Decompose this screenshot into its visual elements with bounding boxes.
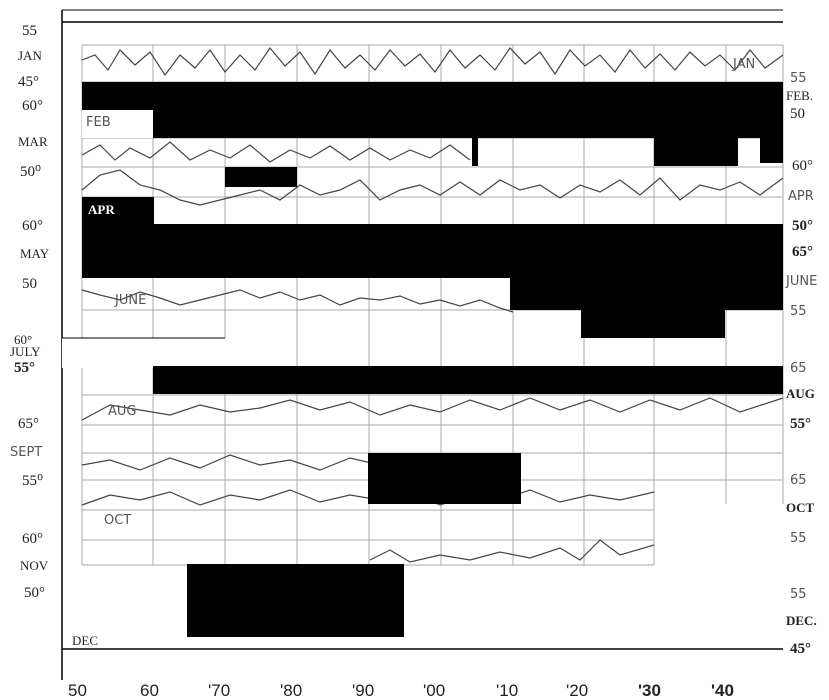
gap	[62, 338, 242, 368]
right-label: 50°	[792, 218, 813, 234]
right-labels: 55 FEB. 50 60° APR 50° 65° JUNE 55 65 AU…	[785, 71, 817, 657]
right-label: 55°	[790, 416, 811, 432]
left-labels: 55 JAN 45° 60° MAR 50⁰ 60° MAY 50 60° JU…	[10, 23, 98, 648]
left-label: 60°	[14, 332, 32, 347]
left-label: 55°	[14, 360, 35, 376]
panel-label: JAN	[732, 57, 755, 72]
right-label: 60°	[792, 158, 813, 174]
left-label: MAY	[20, 246, 50, 261]
x-tick-label: 50	[68, 681, 87, 700]
x-tick-label: '10	[496, 681, 518, 700]
left-label: 50°	[24, 585, 45, 601]
panel-labels: JAN FEB APR JUNE AUG OCT	[82, 57, 755, 528]
right-label: 50	[790, 106, 805, 122]
x-tick-label: '40	[711, 681, 734, 700]
right-label: AUG	[786, 386, 815, 401]
left-label: SEPT	[10, 445, 42, 460]
right-label: 55	[790, 71, 807, 86]
left-label: 65°	[18, 416, 39, 432]
panel-label: JUNE	[114, 293, 146, 308]
left-label: 50	[22, 276, 37, 292]
x-tick-label: '90	[352, 681, 374, 700]
redactions	[82, 82, 783, 637]
right-label: OCT	[786, 500, 815, 515]
right-label: 55	[790, 587, 807, 602]
x-tick-label: '80	[280, 681, 302, 700]
x-axis: 50 60 '70 '80 '90 '00 '10 '20 '30 '40	[68, 681, 734, 700]
panel-label: APR	[88, 202, 115, 217]
right-label: 55	[790, 304, 807, 319]
x-tick-label: '20	[566, 681, 588, 700]
left-label: NOV	[20, 558, 49, 573]
left-label: 50⁰	[20, 164, 41, 180]
left-label: MAR	[18, 134, 48, 149]
x-tick-label: 60	[140, 681, 159, 700]
traces	[81, 47, 784, 563]
right-label: DEC.	[786, 613, 817, 628]
left-label: JAN	[18, 48, 42, 63]
left-label: 45°	[18, 74, 39, 90]
right-label: 65	[790, 361, 807, 376]
x-tick-label: '00	[423, 681, 445, 700]
left-label: 60°	[22, 98, 43, 114]
panel-label: FEB	[86, 115, 111, 130]
right-label: 65	[790, 473, 807, 488]
left-label: DEC	[72, 633, 98, 648]
right-label: JUNE	[785, 274, 817, 289]
left-label: 60°	[22, 531, 43, 547]
left-label: JULY	[10, 344, 41, 359]
right-label: 45°	[790, 641, 811, 657]
panel-label: AUG	[108, 404, 136, 419]
right-label: 65°	[792, 244, 813, 260]
left-label: 55⁰	[22, 473, 43, 489]
right-label: 55	[790, 531, 807, 546]
x-tick-label: '70	[208, 681, 230, 700]
left-label: 60°	[22, 218, 43, 234]
x-tick-label: '30	[638, 681, 661, 700]
left-label: 55	[22, 23, 37, 39]
right-label: APR	[788, 189, 814, 204]
right-label: FEB.	[786, 88, 813, 103]
panel-label: OCT	[104, 513, 131, 528]
